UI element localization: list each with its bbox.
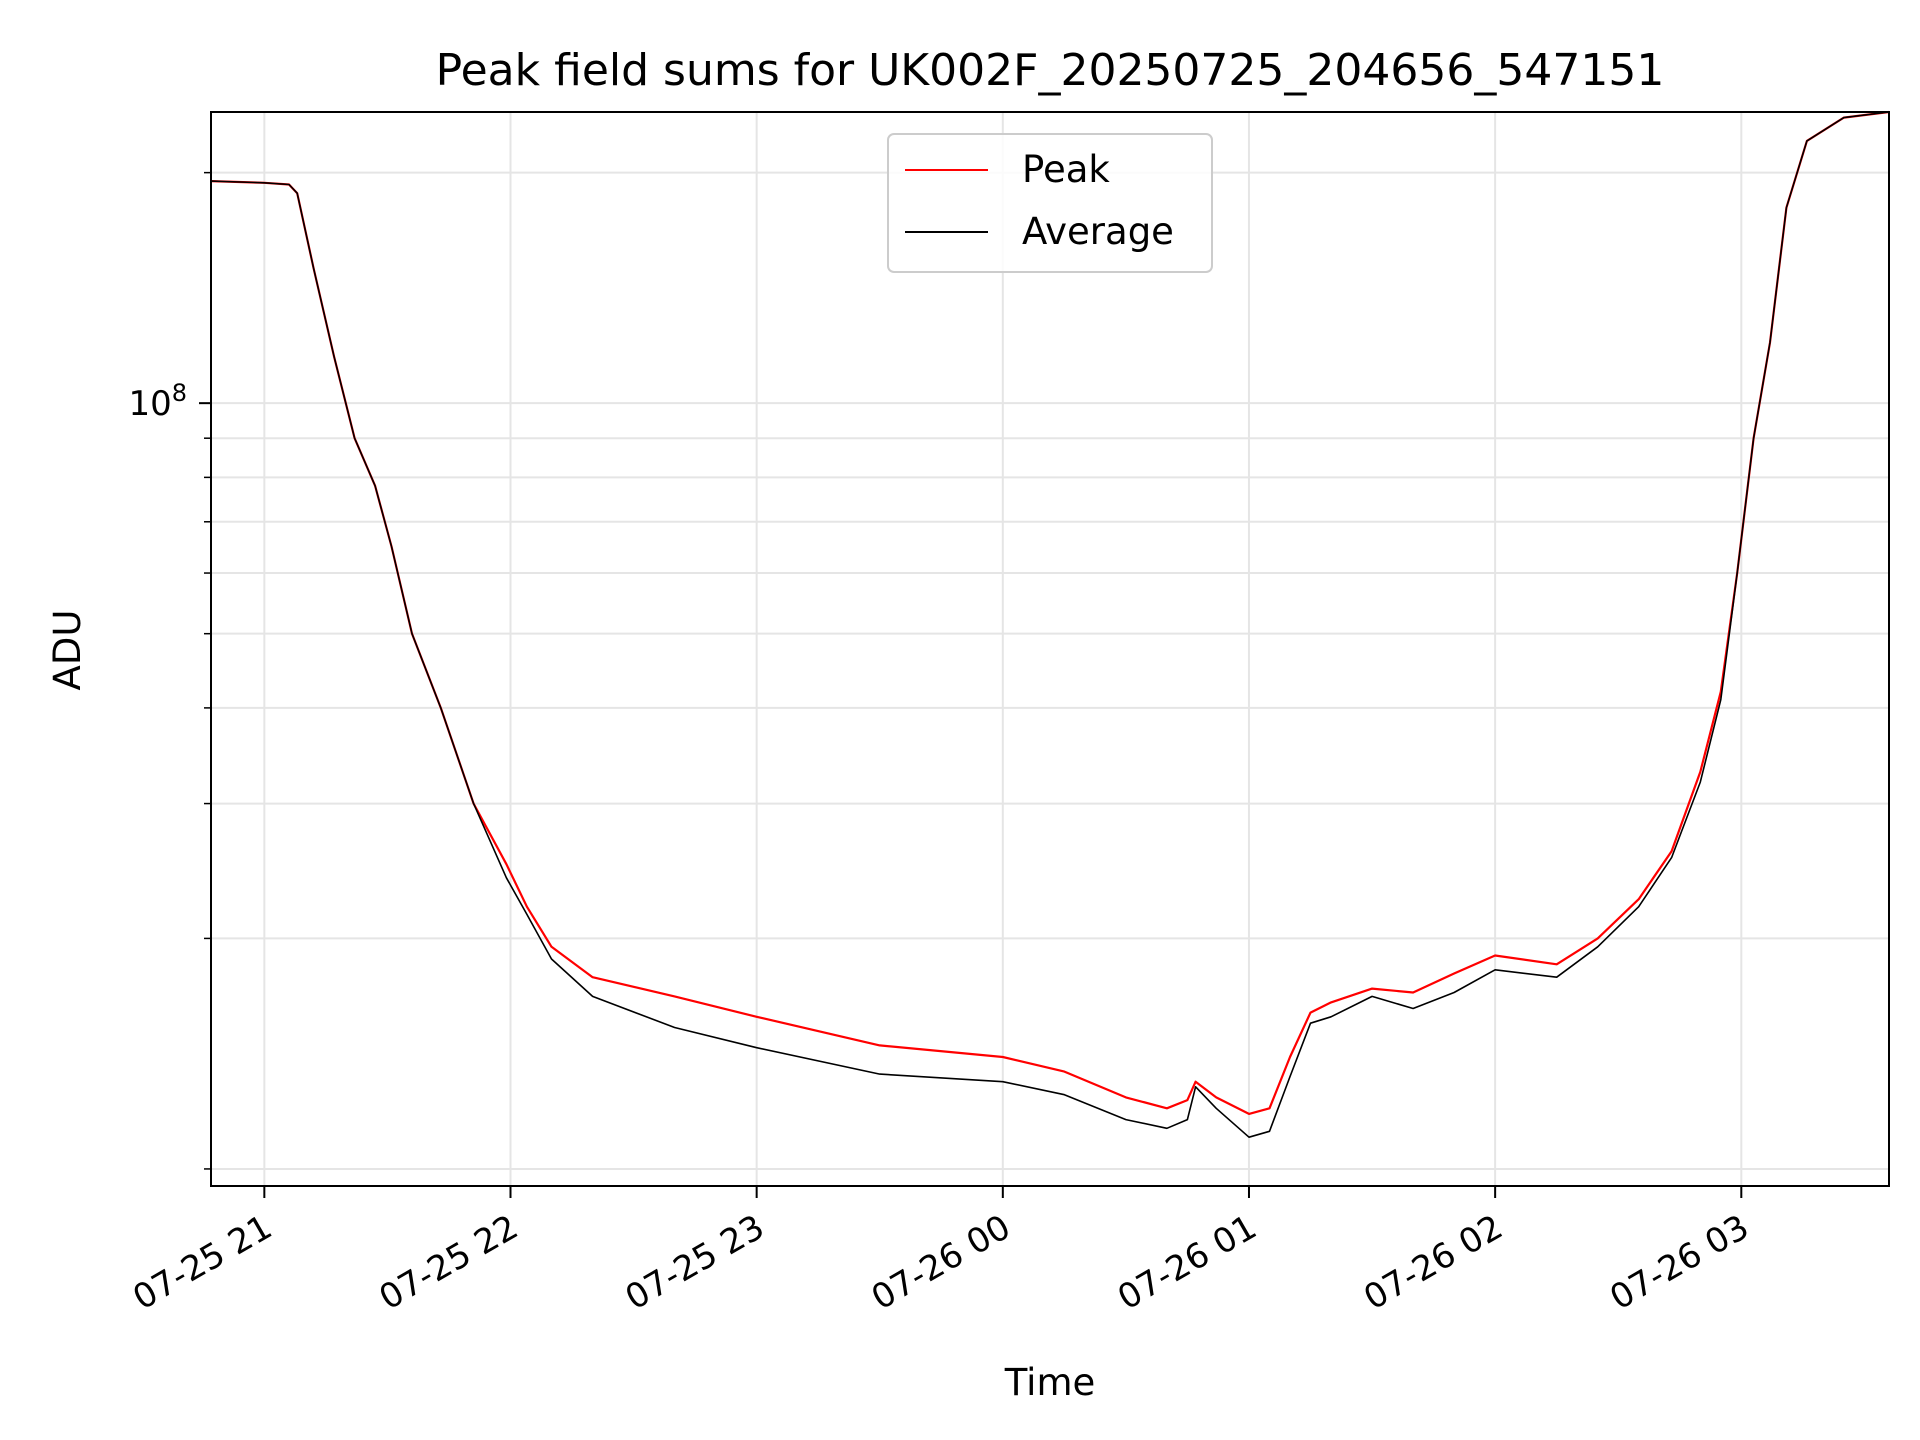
legend-label-average: Average — [1022, 210, 1174, 253]
legend: Peak Average — [887, 133, 1213, 273]
legend-label-peak: Peak — [1022, 148, 1110, 191]
chart-title: Peak field sums for UK002F_20250725_2046… — [436, 45, 1665, 96]
legend-box — [887, 133, 1213, 273]
plot-frame — [210, 111, 1890, 1187]
x-axis-label: Time — [1004, 1361, 1096, 1404]
y-axis-label: ADU — [46, 610, 89, 691]
series-line-average — [210, 111, 1890, 1138]
y-tick-label: 108 — [128, 379, 187, 424]
series-layer — [210, 110, 1890, 1138]
grid — [211, 112, 1889, 1186]
